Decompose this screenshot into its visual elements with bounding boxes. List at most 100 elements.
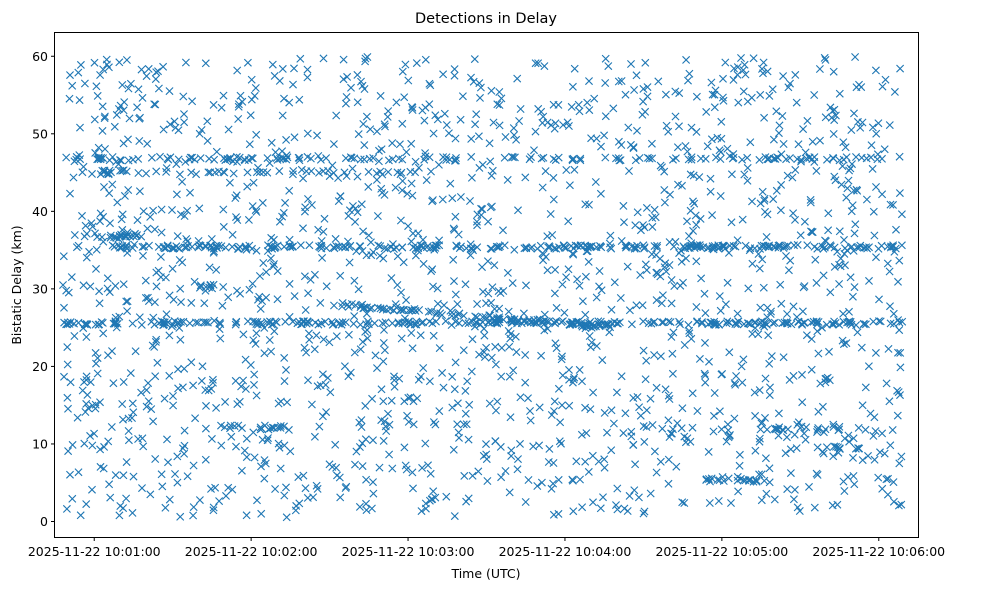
data-point-1121 [505,372,514,381]
data-point-1611 [329,140,338,149]
data-point-897 [110,122,119,131]
y-tick-label-2: 20 [32,359,48,374]
data-point-297 [278,111,287,120]
data-point-2390 [72,152,81,161]
data-point-778 [614,77,623,86]
data-point-1314 [827,113,836,122]
data-point-940 [861,383,870,392]
data-point-1059 [260,349,269,358]
data-point-1744 [505,488,514,497]
data-point-1023 [68,440,77,449]
data-point-638 [687,239,696,248]
data-point-732 [109,379,118,388]
x-axis-label: Time (UTC) [450,566,520,581]
data-point-785 [732,372,741,380]
data-point-733 [800,429,809,438]
data-point-313 [727,499,735,507]
data-point-2494 [378,170,387,179]
data-point-773 [810,91,819,99]
data-point-688 [165,495,174,504]
data-point-1644 [512,135,521,144]
data-point-690 [377,145,386,154]
data-point-881 [807,335,816,343]
data-point-2392 [76,155,85,164]
data-point-882 [828,501,837,510]
data-point-902 [176,284,185,293]
data-point-2418 [696,154,705,163]
data-point-1590 [152,268,161,277]
data-point-1318 [849,186,858,195]
data-point-1749 [295,499,304,508]
data-point-1630 [82,376,91,384]
data-point-2502 [96,170,105,179]
data-point-280 [93,91,102,100]
data-point-1222 [551,339,560,348]
data-point-814 [533,482,542,490]
data-point-855 [139,207,148,216]
data-point-351 [710,389,719,397]
data-point-1549 [151,100,160,109]
data-point-668 [347,83,355,92]
data-point-800 [683,217,691,226]
data-point-1535 [232,213,240,222]
data-point-166 [350,348,359,357]
data-point-107 [243,58,252,67]
data-point-633 [279,208,288,217]
data-point-458 [189,511,198,520]
data-point-1582 [479,287,487,296]
data-point-851 [558,352,566,361]
data-point-1179 [630,486,639,495]
data-point-1048 [633,208,642,217]
data-point-75 [480,331,489,340]
data-point-569 [387,274,396,283]
data-point-270 [183,206,192,215]
data-point-2292 [566,320,575,329]
data-point-1710 [684,320,693,329]
data-point-562 [419,259,428,268]
data-point-779 [299,224,307,233]
data-point-1558 [822,443,831,452]
data-point-1674 [682,55,691,64]
data-point-585 [680,341,689,349]
data-point-163 [763,67,772,76]
data-point-150 [755,434,764,443]
data-point-487 [431,111,440,120]
data-point-978 [829,452,838,461]
data-point-1579 [565,375,574,384]
data-point-2003 [698,318,706,327]
data-point-1243 [667,429,676,438]
data-point-1656 [600,408,609,417]
data-point-780 [169,392,177,400]
data-point-944 [858,118,867,127]
data-point-2148 [597,243,606,252]
data-point-1329 [475,350,484,359]
data-point-154 [640,223,649,232]
data-point-1408 [641,260,650,269]
data-point-1038 [221,397,230,406]
data-point-720 [616,294,625,302]
data-point-2225 [341,243,350,252]
data-point-1600 [623,507,632,515]
data-point-2551 [276,423,285,432]
data-point-1280 [165,331,174,340]
data-point-1472 [380,417,389,426]
data-point-220 [546,210,555,218]
data-point-2246 [380,244,389,253]
data-point-947 [884,474,892,483]
data-point-2430 [763,155,772,164]
data-point-1960 [179,317,188,326]
data-point-559 [729,75,738,84]
data-point-160 [449,224,458,233]
data-point-1211 [198,362,207,371]
data-point-1629 [570,64,579,73]
data-point-340 [301,306,310,314]
data-point-607 [461,409,470,418]
data-point-2455 [793,155,802,164]
data-point-1609 [96,209,105,218]
data-point-979 [156,252,165,261]
data-point-1660 [791,70,800,79]
data-point-435 [325,338,334,347]
data-point-213 [696,214,705,223]
data-point-1483 [408,191,417,200]
data-point-1228 [275,217,284,226]
